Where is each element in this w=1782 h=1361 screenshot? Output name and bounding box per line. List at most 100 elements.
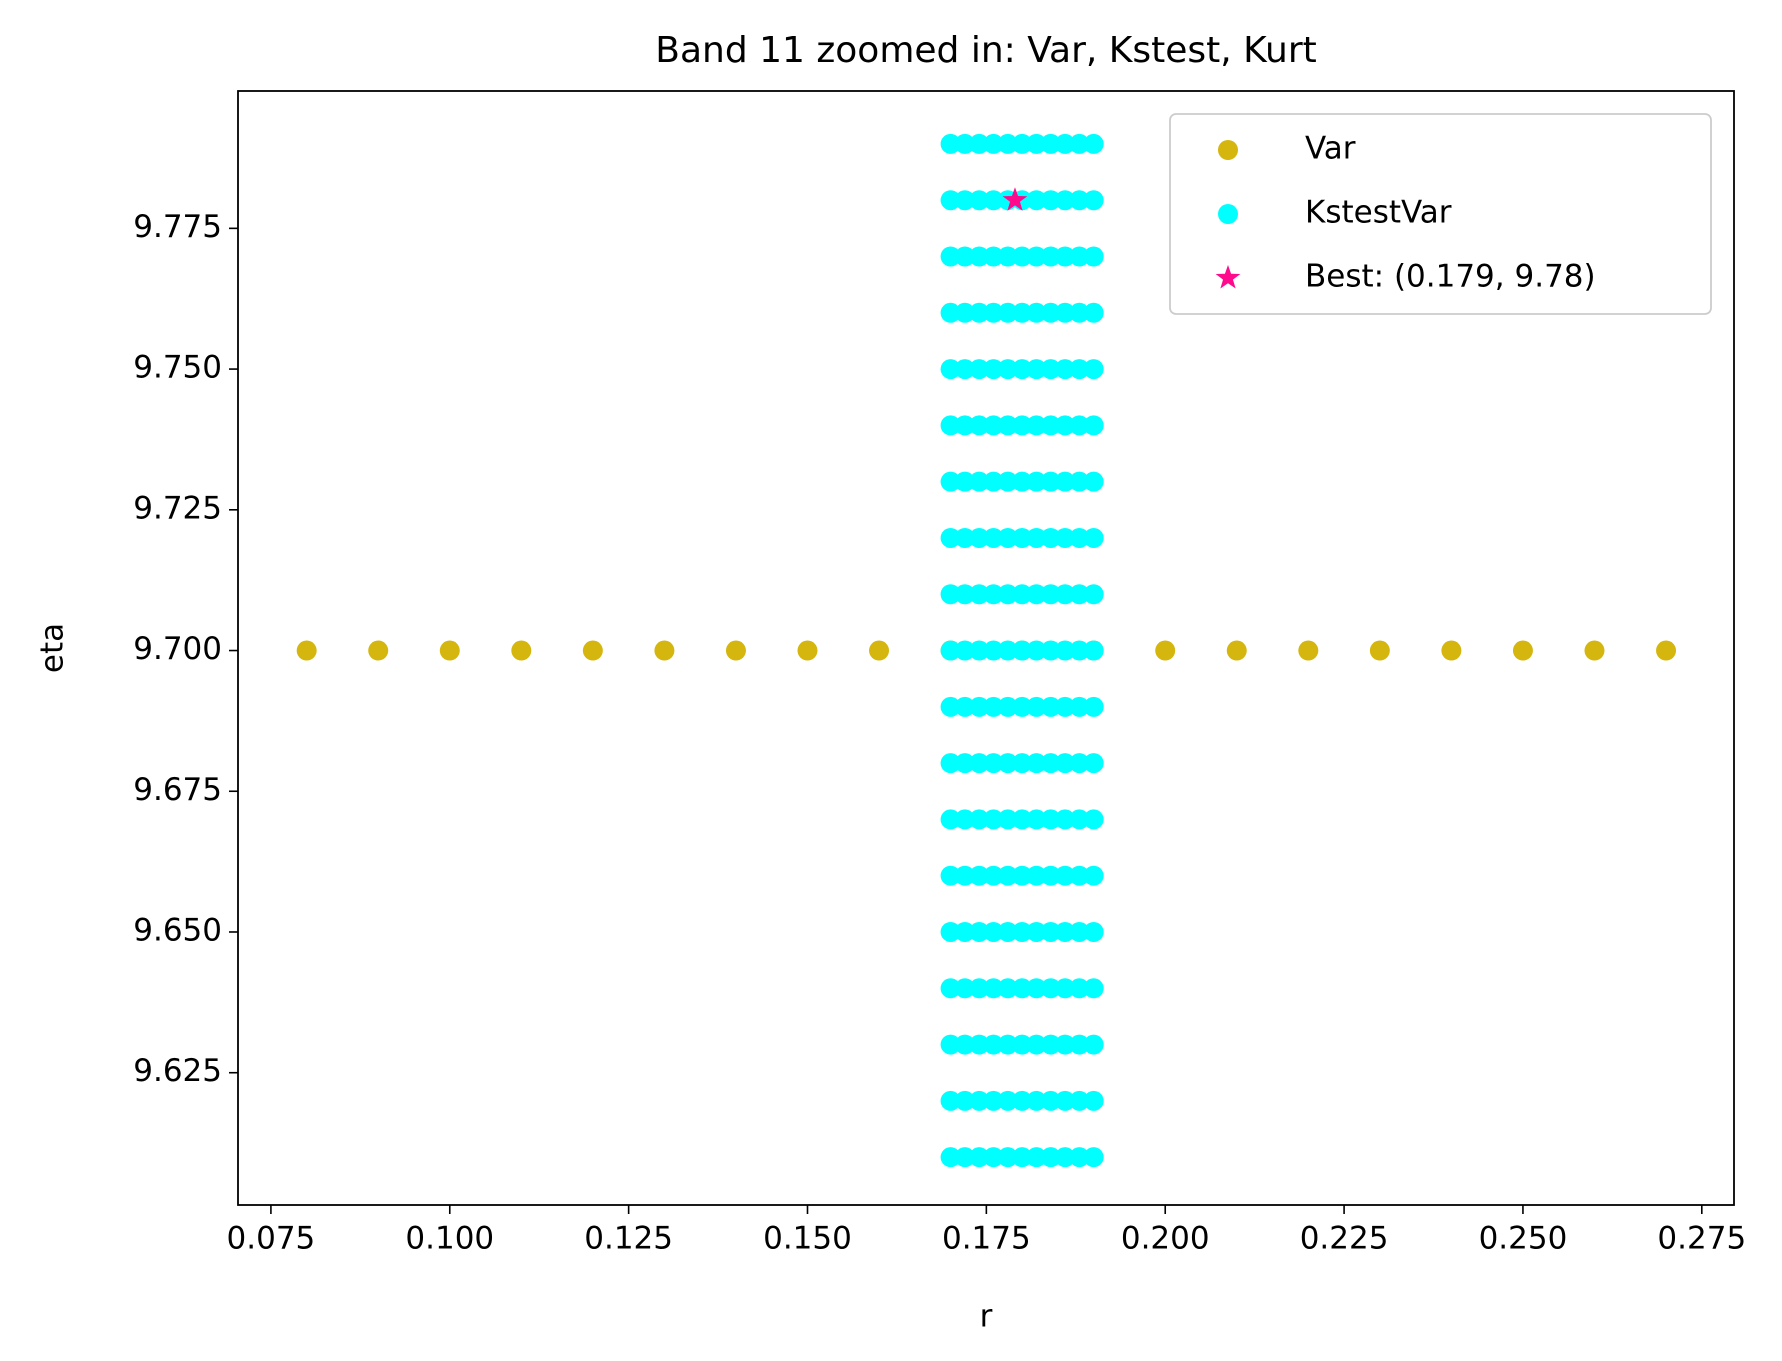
point xyxy=(954,696,975,717)
point xyxy=(1002,187,1028,211)
point xyxy=(997,133,1018,154)
point xyxy=(983,302,1004,323)
point xyxy=(940,1090,961,1111)
point xyxy=(1012,809,1033,830)
point xyxy=(1298,640,1319,661)
point xyxy=(997,584,1018,605)
point xyxy=(1040,1147,1061,1168)
point xyxy=(1040,1034,1061,1055)
point xyxy=(983,696,1004,717)
point xyxy=(954,640,975,661)
point xyxy=(869,640,890,661)
point xyxy=(954,190,975,211)
point xyxy=(1040,415,1061,436)
point xyxy=(969,471,990,492)
legend-box xyxy=(1169,113,1712,315)
point xyxy=(1069,471,1090,492)
point xyxy=(969,246,990,267)
point xyxy=(997,359,1018,380)
point xyxy=(1083,359,1104,380)
point xyxy=(940,415,961,436)
point xyxy=(1083,978,1104,999)
point xyxy=(1026,809,1047,830)
point xyxy=(1026,1147,1047,1168)
point xyxy=(954,1090,975,1111)
point xyxy=(1012,527,1033,548)
point xyxy=(1055,1090,1076,1111)
point xyxy=(983,640,1004,661)
point xyxy=(940,640,961,661)
point xyxy=(954,527,975,548)
point xyxy=(940,190,961,211)
point xyxy=(940,809,961,830)
point xyxy=(969,1147,990,1168)
point xyxy=(1026,865,1047,886)
point xyxy=(940,1034,961,1055)
point xyxy=(1040,753,1061,774)
point xyxy=(1026,133,1047,154)
point xyxy=(954,978,975,999)
point xyxy=(1026,415,1047,436)
x-tick-label: 0.225 xyxy=(1300,1221,1389,1257)
point xyxy=(969,809,990,830)
point xyxy=(983,809,1004,830)
point xyxy=(1369,640,1390,661)
point xyxy=(1055,471,1076,492)
point xyxy=(1055,133,1076,154)
point xyxy=(940,696,961,717)
point xyxy=(1012,302,1033,323)
point xyxy=(940,753,961,774)
point xyxy=(1040,302,1061,323)
legend-marker xyxy=(1215,265,1241,289)
point xyxy=(1026,1034,1047,1055)
point xyxy=(1055,359,1076,380)
point xyxy=(983,753,1004,774)
point xyxy=(1040,809,1061,830)
point xyxy=(1226,640,1247,661)
x-tick-label: 0.200 xyxy=(1121,1221,1210,1257)
point xyxy=(1083,584,1104,605)
chart-title: Band 11 zoomed in: Var, Kstest, Kurt xyxy=(655,30,1316,71)
y-tick-label: 9.750 xyxy=(133,350,222,386)
point xyxy=(969,978,990,999)
point xyxy=(997,471,1018,492)
point xyxy=(1026,359,1047,380)
point xyxy=(997,246,1018,267)
point xyxy=(983,246,1004,267)
point xyxy=(1069,1034,1090,1055)
point xyxy=(983,415,1004,436)
point xyxy=(1012,1034,1033,1055)
legend-label: KstestVar xyxy=(1305,195,1452,231)
x-tick-label: 0.100 xyxy=(405,1221,494,1257)
point xyxy=(1055,302,1076,323)
point xyxy=(1040,640,1061,661)
point xyxy=(1083,190,1104,211)
point xyxy=(954,471,975,492)
point xyxy=(1026,640,1047,661)
point xyxy=(1083,302,1104,323)
point xyxy=(954,1147,975,1168)
point xyxy=(1069,809,1090,830)
y-tick-label: 9.650 xyxy=(133,912,222,948)
point xyxy=(1083,753,1104,774)
point xyxy=(1083,415,1104,436)
point xyxy=(1012,415,1033,436)
point xyxy=(1026,753,1047,774)
point xyxy=(1026,978,1047,999)
point xyxy=(1069,246,1090,267)
x-tick-label: 0.150 xyxy=(763,1221,852,1257)
point xyxy=(954,246,975,267)
point xyxy=(1069,1147,1090,1168)
point xyxy=(997,921,1018,942)
point xyxy=(997,696,1018,717)
point xyxy=(997,753,1018,774)
point xyxy=(969,640,990,661)
point xyxy=(969,584,990,605)
point xyxy=(954,865,975,886)
point xyxy=(1083,246,1104,267)
point xyxy=(1012,753,1033,774)
point xyxy=(1069,696,1090,717)
point xyxy=(654,640,675,661)
